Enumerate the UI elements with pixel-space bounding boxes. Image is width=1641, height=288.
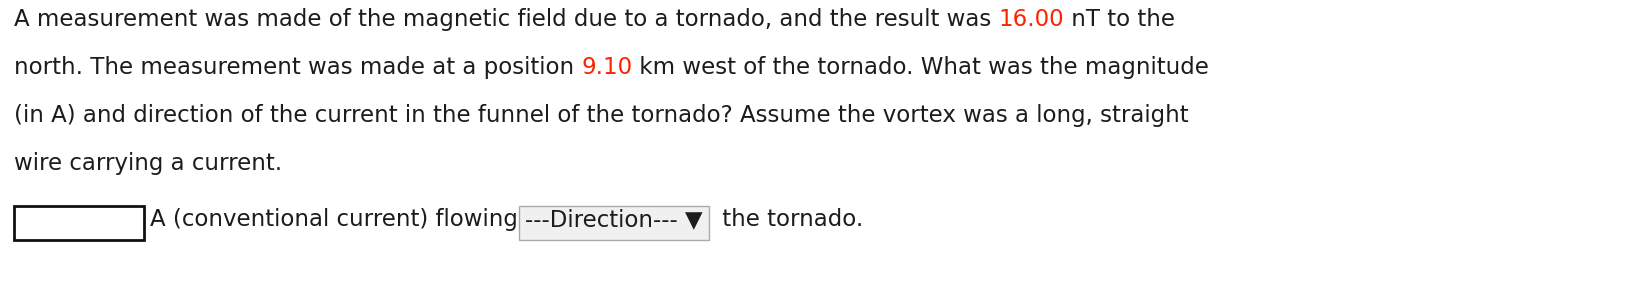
Text: nT to the: nT to the	[1063, 8, 1175, 31]
Text: 16.00: 16.00	[998, 8, 1063, 31]
Text: A measurement was made of the magnetic field due to a tornado, and the result wa: A measurement was made of the magnetic f…	[15, 8, 998, 31]
Text: ---Direction--- ▼: ---Direction--- ▼	[525, 208, 702, 231]
Text: north. The measurement was made at a position: north. The measurement was made at a pos…	[15, 56, 581, 79]
Bar	[519, 206, 709, 240]
Text: 9.10: 9.10	[581, 56, 632, 79]
Text: the tornado.: the tornado.	[715, 208, 863, 231]
Bar	[15, 206, 144, 240]
Text: A (conventional current) flowing: A (conventional current) flowing	[149, 208, 525, 231]
Text: (in A) and direction of the current in the funnel of the tornado? Assume the vor: (in A) and direction of the current in t…	[15, 104, 1188, 127]
Text: km west of the tornado. What was the magnitude: km west of the tornado. What was the mag…	[632, 56, 1209, 79]
Text: wire carrying a current.: wire carrying a current.	[15, 152, 282, 175]
